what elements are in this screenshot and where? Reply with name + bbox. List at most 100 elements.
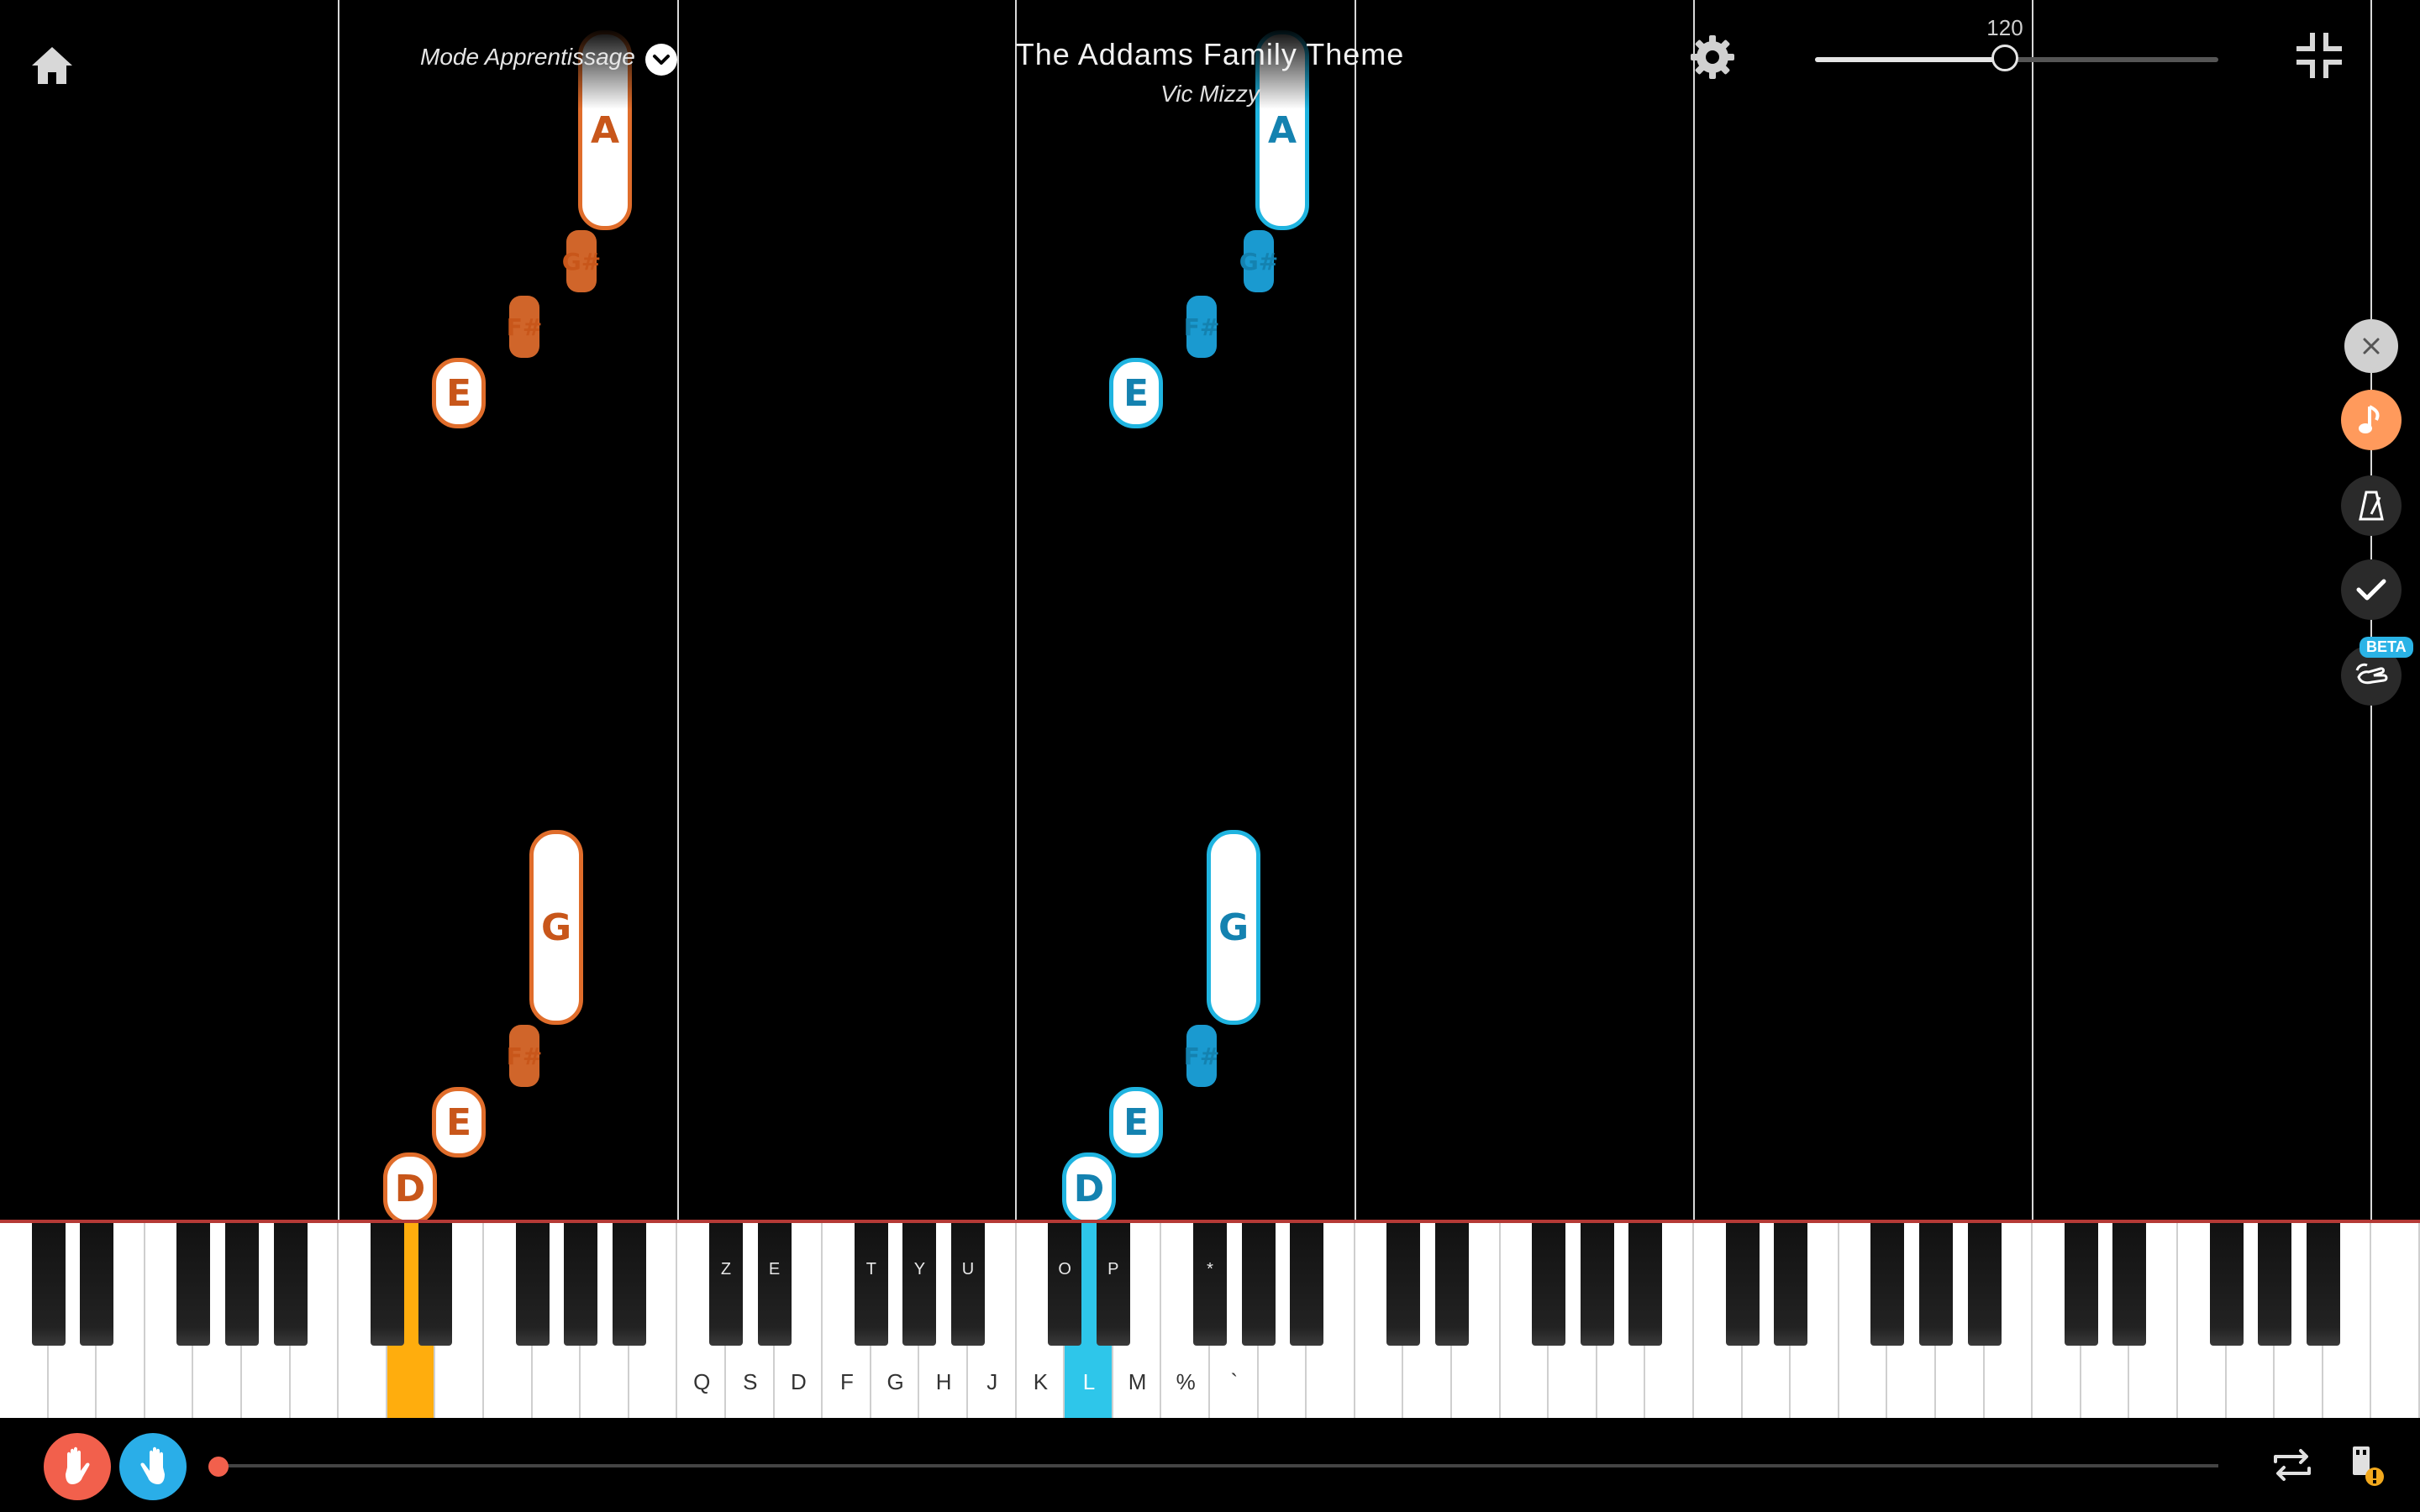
black-key[interactable]: [1725, 1223, 1760, 1346]
black-key[interactable]: [1870, 1223, 1905, 1346]
exit-fullscreen-icon[interactable]: [2296, 32, 2343, 79]
black-key[interactable]: [1290, 1223, 1324, 1346]
right-hand-icon[interactable]: [119, 1433, 187, 1500]
white-key-b[interactable]: [1307, 1223, 1355, 1418]
note-right-e: E: [1109, 358, 1163, 428]
close-icon[interactable]: [2344, 319, 2398, 373]
key-shortcut-label: F: [840, 1369, 854, 1394]
tempo-slider-knob[interactable]: [1991, 45, 2018, 71]
top-bar: Mode Apprentissage The Addams Family The…: [0, 0, 2420, 118]
black-key[interactable]: [176, 1223, 211, 1346]
black-key[interactable]: [1774, 1223, 1808, 1346]
octave-line: [1693, 0, 1695, 1221]
gear-icon[interactable]: [1689, 34, 1736, 81]
key-shortcut-label: Y: [913, 1260, 926, 1278]
black-key[interactable]: [1435, 1223, 1469, 1346]
black-key[interactable]: [418, 1223, 453, 1346]
octave-line: [2032, 0, 2033, 1221]
metronome-icon[interactable]: [2341, 475, 2402, 536]
note-left-e: E: [432, 1087, 486, 1158]
black-key[interactable]: [709, 1223, 743, 1346]
black-key[interactable]: [2209, 1223, 2244, 1346]
black-key[interactable]: [757, 1223, 792, 1346]
note-fade: [1254, 25, 1311, 109]
key-shortcut-label: D: [791, 1369, 807, 1394]
black-key[interactable]: [80, 1223, 114, 1346]
white-key-e[interactable]: [435, 1223, 484, 1418]
black-key[interactable]: [854, 1223, 888, 1346]
white-key-e[interactable]: [1452, 1223, 1501, 1418]
white-key-e[interactable]: [97, 1223, 145, 1418]
black-key[interactable]: [1967, 1223, 2002, 1346]
black-key[interactable]: [1241, 1223, 1276, 1346]
note-left-e: E: [432, 358, 486, 428]
black-key[interactable]: [951, 1223, 985, 1346]
black-key[interactable]: [2258, 1223, 2292, 1346]
black-key[interactable]: [1386, 1223, 1421, 1346]
note-right-gsharp: G#: [1239, 230, 1278, 292]
note-right-fsharp: F#: [1184, 1025, 1219, 1087]
black-key[interactable]: [2306, 1223, 2340, 1346]
note-left-d: D: [383, 1152, 437, 1221]
black-key[interactable]: [1532, 1223, 1566, 1346]
black-key[interactable]: [2064, 1223, 2098, 1346]
key-shortcut-label: K: [1033, 1369, 1049, 1394]
black-key[interactable]: [1096, 1223, 1130, 1346]
note-right-d: D: [1062, 1152, 1116, 1221]
black-key[interactable]: [1048, 1223, 1082, 1346]
loop-icon[interactable]: [2269, 1441, 2316, 1488]
black-key[interactable]: [902, 1223, 937, 1346]
black-key[interactable]: [1193, 1223, 1227, 1346]
white-key-e[interactable]: [2129, 1223, 2178, 1418]
song-progress-knob[interactable]: [208, 1457, 229, 1477]
check-icon[interactable]: [2341, 559, 2402, 620]
key-shortcut-label: M: [1128, 1369, 1147, 1394]
white-key-b[interactable]: [1985, 1223, 2033, 1418]
white-key-b[interactable]: [968, 1223, 1017, 1418]
white-key-b[interactable]: [2323, 1223, 2372, 1418]
key-shortcut-label: G: [886, 1369, 904, 1394]
key-shortcut-label: `: [1230, 1369, 1239, 1394]
usb-warning-icon[interactable]: [2348, 1441, 2386, 1488]
note-right-fsharp: F#: [1184, 296, 1219, 358]
tempo-slider[interactable]: [1815, 45, 2218, 71]
music-note-icon[interactable]: [2341, 390, 2402, 450]
black-key[interactable]: [1580, 1223, 1614, 1346]
black-key[interactable]: [370, 1223, 404, 1346]
white-key-e[interactable]: [775, 1223, 823, 1418]
black-key[interactable]: [1628, 1223, 1663, 1346]
note-left-fsharp: F#: [507, 296, 542, 358]
home-icon[interactable]: [29, 44, 79, 91]
key-shortcut-label: U: [961, 1260, 975, 1278]
note-left-gsharp: G#: [562, 230, 601, 292]
left-hand-icon[interactable]: [44, 1433, 111, 1500]
note-fade: [576, 25, 634, 109]
white-key-b[interactable]: [629, 1223, 678, 1418]
key-shortcut-label: Q: [693, 1369, 711, 1394]
key-shortcut-label: *: [1207, 1260, 1213, 1278]
black-key[interactable]: [515, 1223, 550, 1346]
octave-line: [338, 0, 339, 1221]
white-key-b[interactable]: [1645, 1223, 1694, 1418]
black-key[interactable]: [225, 1223, 259, 1346]
black-key[interactable]: [612, 1223, 646, 1346]
note-right-e: E: [1109, 1087, 1163, 1158]
song-artist: Vic Mizzy: [1160, 81, 1260, 107]
white-key-b[interactable]: [291, 1223, 339, 1418]
white-key-c[interactable]: [2371, 1223, 2420, 1418]
song-progress-bar[interactable]: [218, 1464, 2218, 1467]
black-key[interactable]: [564, 1223, 598, 1346]
black-key[interactable]: [1919, 1223, 1953, 1346]
black-key[interactable]: [273, 1223, 308, 1346]
note-left-fsharp: F#: [507, 1025, 542, 1087]
white-key-e[interactable]: [1791, 1223, 1839, 1418]
mode-label[interactable]: Mode Apprentissage: [420, 44, 635, 70]
chevron-down-icon[interactable]: [645, 44, 677, 76]
black-key[interactable]: [2112, 1223, 2147, 1346]
octave-line: [1015, 0, 1017, 1221]
piano-keyboard[interactable]: Q S D F G H J K L M% ` Z E T Y U O P *: [0, 1220, 2420, 1418]
tempo-value: 120: [1986, 15, 2023, 40]
white-key-e[interactable]: [1113, 1223, 1162, 1418]
black-key[interactable]: [31, 1223, 66, 1346]
key-shortcut-label: Z: [720, 1260, 732, 1278]
